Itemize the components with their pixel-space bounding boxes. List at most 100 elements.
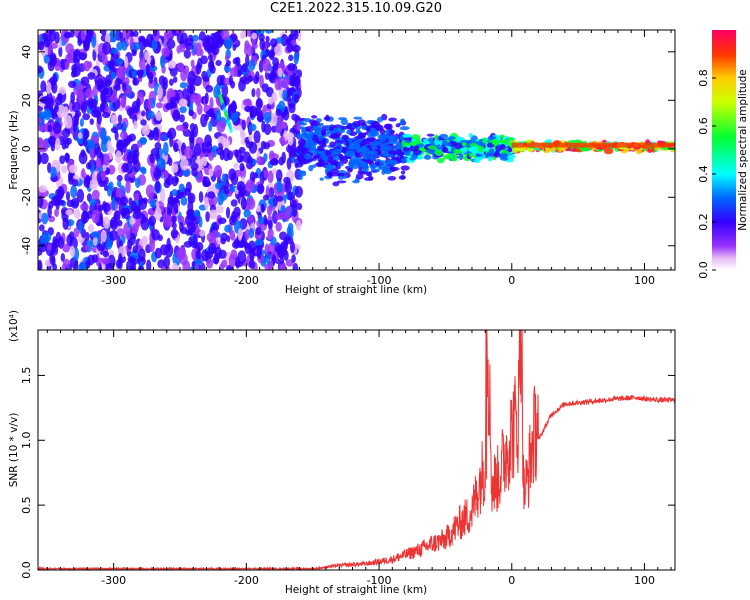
heatmap-cell	[229, 229, 236, 241]
heatmap-cell	[228, 168, 237, 181]
heatmap-cell	[160, 55, 166, 69]
heatmap-cell	[112, 48, 119, 55]
heatmap-ytick-label: -40	[20, 237, 33, 255]
heatmap-cell	[80, 202, 89, 212]
heatmap-cell	[176, 62, 185, 71]
heatmap-cell	[242, 98, 252, 106]
heatmap-cell	[190, 222, 196, 233]
heatmap-cell	[255, 87, 261, 99]
heatmap-cell	[215, 147, 224, 156]
heatmap-cell	[232, 240, 240, 249]
heatmap-ytick-label: 0	[20, 145, 33, 152]
heatmap-cell	[207, 54, 213, 61]
heatmap-cell	[272, 210, 278, 224]
heatmap-cell	[461, 142, 467, 147]
heatmap-cell	[68, 175, 74, 185]
heatmap-xtick-label: 0	[508, 274, 515, 287]
heatmap-cell	[281, 77, 290, 89]
heatmap-cell	[190, 162, 199, 171]
heatmap-cell	[376, 116, 384, 123]
heatmap-cell	[321, 129, 327, 137]
heatmap-cell	[288, 54, 294, 62]
heatmap-cell	[229, 126, 233, 133]
heatmap-cell	[346, 122, 352, 130]
heatmap-cell	[258, 216, 265, 225]
heatmap-cell	[64, 152, 70, 164]
heatmap-cell	[291, 199, 298, 209]
heatmap-cell	[325, 124, 331, 130]
heatmap-cell	[211, 229, 219, 239]
heatmap-cell	[249, 249, 255, 262]
heatmap-cell	[218, 249, 227, 259]
heatmap-cell	[239, 162, 245, 172]
heatmap-cell	[196, 103, 203, 116]
heatmap-cell	[499, 152, 509, 159]
heatmap-cell	[402, 133, 413, 138]
heatmap-cell	[146, 259, 152, 270]
heatmap-cell	[398, 175, 406, 180]
heatmap-cell	[287, 222, 294, 231]
snr-ytick-label: 0.0	[20, 561, 33, 579]
heatmap-cell	[284, 180, 293, 194]
heatmap-cell	[162, 141, 169, 156]
heatmap-cell	[38, 111, 48, 120]
heatmap-cell	[346, 152, 354, 157]
heatmap-cell	[176, 45, 182, 54]
colorbar: 0.0 0.2 0.4 0.6 0.8 Normalized spectral ampl…	[697, 30, 749, 279]
heatmap-cell	[43, 37, 51, 48]
colorbar-tick-label: 0.8	[697, 69, 710, 87]
heatmap-cell	[58, 45, 63, 58]
heatmap-cell	[346, 168, 353, 173]
heatmap-cell	[108, 262, 114, 270]
heatmap-cell	[329, 141, 336, 148]
heatmap-cell	[382, 150, 389, 158]
heatmap-cell	[224, 54, 230, 62]
heatmap-cell	[378, 160, 387, 165]
heatmap-cell	[280, 33, 289, 47]
heatmap-cell	[87, 223, 95, 233]
heatmap-cell	[267, 170, 274, 184]
heatmap-cell	[423, 154, 432, 160]
heatmap-cell	[391, 156, 400, 160]
heatmap-cell	[326, 171, 333, 178]
heatmap-cell	[148, 65, 158, 72]
heatmap-cell	[212, 256, 220, 265]
heatmap-cell	[110, 114, 119, 125]
heatmap-cell	[217, 217, 227, 225]
heatmap-cell	[73, 209, 81, 219]
heatmap-cell	[178, 114, 185, 123]
heatmap-cell	[66, 137, 72, 145]
heatmap-cell	[65, 191, 71, 201]
heatmap-cell	[78, 220, 83, 234]
heatmap-cell	[133, 120, 138, 130]
heatmap-cell	[113, 84, 121, 92]
heatmap-cell	[76, 188, 85, 203]
heatmap-cell	[264, 243, 270, 256]
heatmap-cell	[219, 263, 225, 270]
heatmap-cell	[186, 209, 192, 217]
heatmap-cell	[236, 149, 243, 164]
heatmap-cell	[172, 109, 181, 122]
heatmap-cell	[80, 101, 87, 114]
snr-ytick-label: 0.5	[20, 496, 33, 514]
heatmap-cell	[82, 113, 91, 121]
heatmap-cell	[259, 38, 266, 51]
heatmap-cell	[140, 119, 147, 126]
heatmap-cell	[262, 194, 270, 201]
heatmap-xtick-label: -200	[234, 274, 259, 287]
heatmap-cell	[379, 128, 386, 135]
heatmap-cell	[183, 49, 192, 59]
heatmap-cell	[204, 114, 209, 121]
heatmap-cell	[132, 210, 142, 220]
heatmap-cell	[334, 155, 340, 162]
heatmap-cell	[128, 197, 133, 206]
heatmap-cell	[179, 221, 184, 232]
heatmap-cell	[261, 83, 269, 93]
heatmap-cell	[228, 254, 237, 268]
heatmap-cell	[80, 211, 90, 224]
heatmap-cell	[168, 60, 176, 69]
heatmap-cell	[126, 151, 136, 165]
heatmap-cell	[256, 97, 263, 110]
colorbar-tick-label: 0.6	[697, 117, 710, 135]
heatmap-cell	[168, 157, 173, 167]
